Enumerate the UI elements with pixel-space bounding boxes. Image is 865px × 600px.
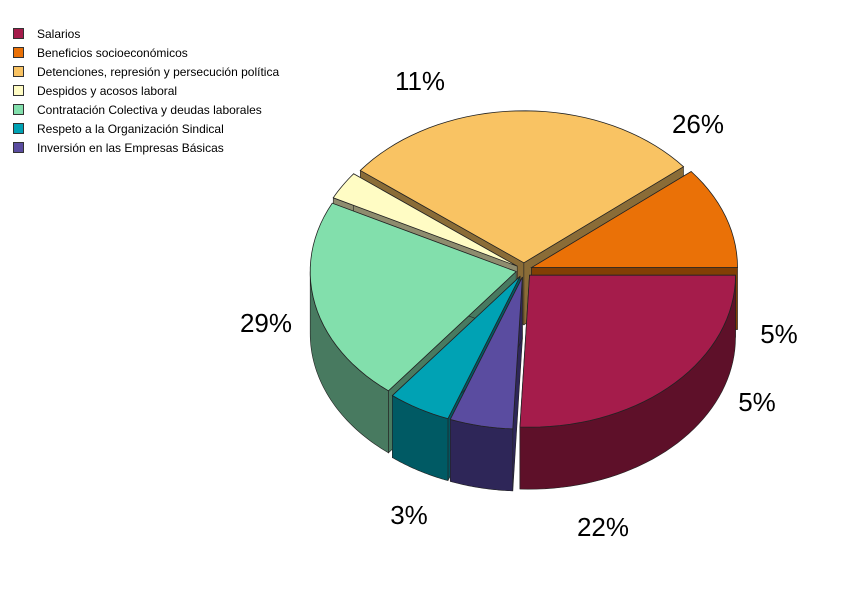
slice-percent-label: 5% (738, 387, 776, 417)
legend-swatch (13, 85, 24, 96)
legend-label: Contratación Colectiva y deudas laborale… (37, 102, 262, 117)
pie-slice (332, 173, 518, 267)
legend-swatch (13, 104, 24, 115)
slice-percent-label: 29% (240, 308, 292, 338)
legend-swatch (13, 123, 24, 134)
pie-slice (359, 110, 685, 264)
pie-slice (449, 276, 523, 430)
slice-percent-label: 3% (390, 500, 428, 530)
legend-item: Salarios (13, 24, 279, 43)
legend-swatch (13, 66, 24, 77)
legend-item: Detenciones, represión y persecución pol… (13, 62, 279, 81)
pie-tops (309, 110, 738, 430)
pie-slice (519, 274, 736, 428)
legend-item: Beneficios socioeconómicos (13, 43, 279, 62)
legend-swatch (13, 47, 24, 58)
pie-slice (391, 275, 521, 420)
legend: Salarios Beneficios socioeconómicos Dete… (13, 24, 279, 157)
legend-label: Inversión en las Empresas Básicas (37, 140, 224, 155)
legend-swatch (13, 142, 24, 153)
legend-item: Contratación Colectiva y deudas laborale… (13, 100, 279, 119)
legend-item: Despidos y acosos laboral (13, 81, 279, 100)
legend-item: Inversión en las Empresas Básicas (13, 138, 279, 157)
legend-swatch (13, 28, 24, 39)
pie-slice (309, 202, 517, 392)
slice-percent-label: 11% (395, 66, 445, 96)
pie-slice-side (449, 419, 514, 492)
legend-label: Respeto a la Organización Sindical (37, 121, 224, 136)
pie-slice (530, 171, 738, 268)
legend-label: Salarios (37, 26, 81, 41)
legend-item: Respeto a la Organización Sindical (13, 119, 279, 138)
slice-percent-label: 5% (760, 319, 798, 349)
slice-percent-label: 26% (672, 109, 724, 139)
legend-label: Beneficios socioeconómicos (37, 45, 188, 60)
legend-label: Detenciones, represión y persecución pol… (37, 64, 280, 79)
slice-percent-label: 22% (577, 512, 629, 542)
legend-label: Despidos y acosos laboral (37, 83, 178, 98)
